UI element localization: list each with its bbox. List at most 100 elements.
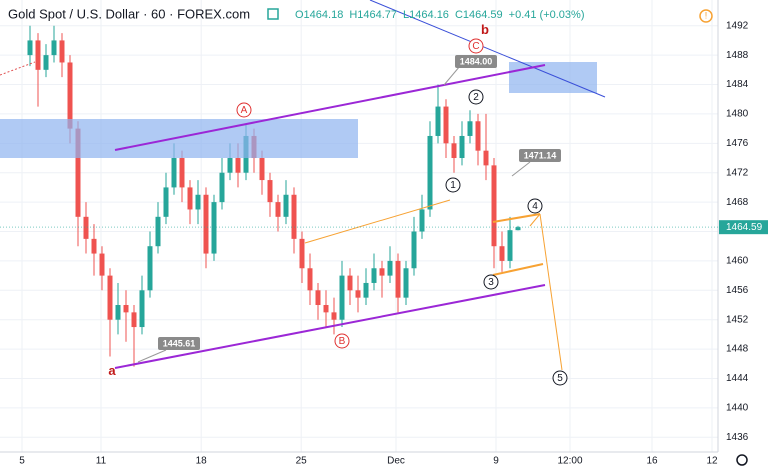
candle-body (131, 312, 137, 328)
candle-body (299, 238, 305, 269)
wave-circle (445, 177, 461, 193)
wave-circle (552, 370, 568, 386)
ohlc-value: H1464.77 (349, 9, 397, 21)
price-tag-label: 1471.14 (524, 150, 557, 160)
candle-body (75, 128, 81, 217)
x-tick-label: 11 (96, 456, 107, 467)
wave-circle (236, 102, 252, 118)
wave-label: A (241, 105, 248, 116)
price-tag (519, 149, 561, 162)
candle-body (275, 202, 281, 217)
price-tag-label: 1445.61 (163, 338, 196, 348)
candle-body (339, 275, 345, 320)
wave-label: 3 (488, 277, 494, 288)
candle-body (203, 194, 209, 254)
x-tick-label: 18 (196, 456, 208, 467)
zone (0, 119, 358, 158)
x-tick-label: 9 (493, 456, 499, 467)
candle-body (323, 305, 329, 313)
y-tick-label: 1468 (726, 197, 749, 208)
candle-body (291, 194, 297, 239)
x-tick-label: 25 (296, 456, 308, 467)
channel-line (114, 284, 546, 369)
y-tick-label: 1452 (726, 314, 749, 325)
icon (267, 8, 279, 20)
candle-body (515, 227, 521, 231)
candle-body (107, 275, 113, 320)
candle-body (147, 246, 153, 291)
wave-label: 4 (532, 201, 538, 212)
y-tick-label: 1472 (726, 167, 749, 178)
tag-connector (443, 65, 461, 86)
candle-body (387, 260, 393, 276)
candle-body (435, 106, 441, 136)
candle-body (171, 158, 177, 188)
candle-body (155, 216, 161, 247)
chart-title: Gold Spot / U.S. Dollar · 60 · FOREX.com (8, 6, 250, 21)
settings-icon[interactable] (736, 454, 748, 466)
candle-body (283, 194, 289, 217)
candle-body (427, 135, 433, 210)
wave-circle (483, 274, 499, 290)
candle-body (363, 282, 369, 298)
candle-body (355, 290, 361, 298)
last-price-label: 1464.59 (726, 222, 763, 233)
wave-circle (468, 89, 484, 105)
candle-body (379, 268, 385, 276)
y-tick-label: 1444 (726, 373, 749, 384)
candle-body (51, 40, 57, 56)
price-tag (455, 55, 497, 68)
ohlc-value: +0.41 (+0.03%) (509, 9, 585, 21)
candle-body (307, 268, 313, 291)
candle-body (347, 275, 353, 291)
candle-body (483, 150, 489, 166)
y-tick-label: 1456 (726, 285, 749, 296)
drawings (0, 0, 719, 453)
wave-label: 1 (450, 180, 456, 191)
wave-label: C (472, 41, 479, 52)
candle-body (83, 216, 89, 239)
alert-icon (699, 9, 713, 23)
candle-body (195, 194, 201, 210)
y-tick-label: 1476 (726, 138, 749, 149)
channel-line (114, 64, 546, 151)
candle-body (99, 253, 105, 276)
channel-line (492, 263, 544, 276)
y-tick-label: 1488 (726, 50, 749, 61)
wave-circle (334, 333, 350, 349)
y-tick-label: 1492 (726, 20, 749, 31)
candle-body (211, 202, 217, 254)
candle-body (59, 40, 65, 63)
ohlc-value: L1464.16 (403, 9, 449, 21)
channel-line (304, 199, 451, 244)
tag-connector (137, 349, 167, 363)
candle-body (315, 290, 321, 306)
candle-body (123, 305, 129, 313)
candle-body (475, 121, 481, 151)
candle-body (459, 135, 465, 159)
candle-body (43, 55, 49, 70)
y-tick-label: 1448 (726, 344, 749, 355)
x-tick-label: 12:00 (557, 456, 582, 467)
ohlc-value: C1464.59 (455, 9, 503, 21)
y-tick-label: 1436 (726, 432, 749, 443)
candle-body (411, 231, 417, 269)
wave-label: B (339, 336, 346, 347)
candle-body (443, 106, 449, 144)
candle-body (227, 158, 233, 173)
candle-body (419, 209, 425, 232)
candle-body (467, 121, 473, 136)
candle-body (507, 230, 513, 261)
tag-connector (511, 161, 531, 177)
candle-body (499, 246, 505, 261)
ohlc-value: O1464.18 (295, 9, 343, 21)
candle-body (403, 268, 409, 298)
candle-body (395, 260, 401, 298)
candle-body (371, 268, 377, 283)
candle-body (27, 40, 33, 56)
candle-body (235, 158, 241, 173)
candle-body (139, 290, 145, 328)
wave-label: 5 (557, 373, 563, 384)
candle-body (163, 187, 169, 217)
projection-line (529, 213, 541, 227)
